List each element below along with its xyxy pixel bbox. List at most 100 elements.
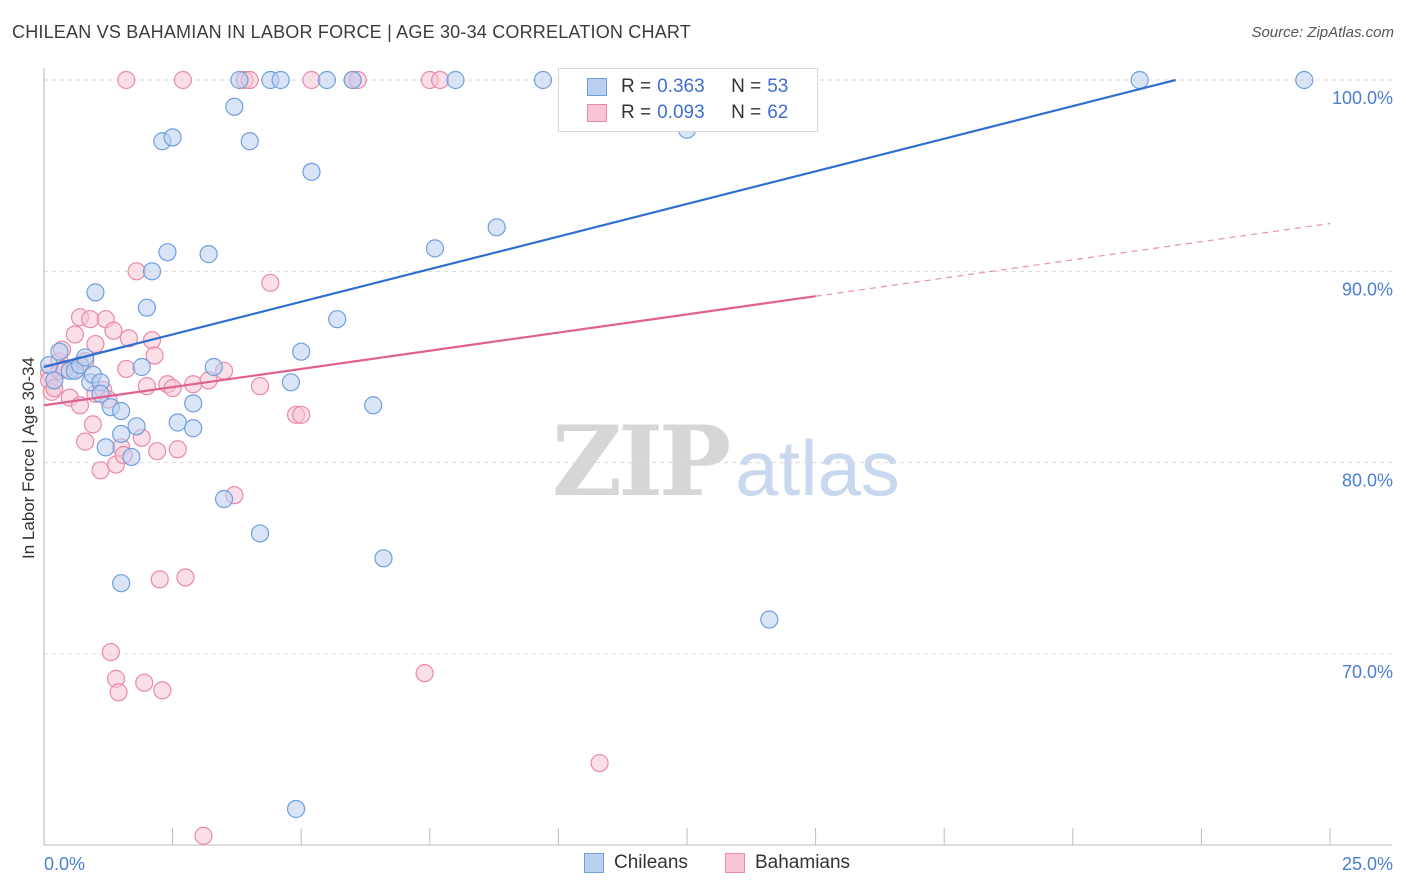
bahamian-point <box>109 683 128 702</box>
bahamian-point <box>91 461 110 480</box>
bahamian-point <box>292 405 311 424</box>
y-tick-label: 90.0% <box>1342 279 1393 299</box>
chilean-point <box>1295 70 1314 90</box>
x-tick-label: 25.0% <box>1342 854 1393 874</box>
chilean-point <box>184 394 203 413</box>
bahamian-point <box>430 70 450 90</box>
bahamian-point <box>119 329 138 348</box>
chilean-point <box>446 70 465 90</box>
bahamian-point <box>83 415 102 434</box>
bahamian-point <box>86 334 105 354</box>
bahamian-point <box>153 681 172 700</box>
chilean-point <box>292 342 311 361</box>
series-legend: Chileans Bahamians <box>0 852 1406 878</box>
chilean-point <box>317 70 337 90</box>
bahamian-point <box>104 321 123 340</box>
chilean-point <box>250 524 270 543</box>
bahamian-point <box>590 753 609 773</box>
legend-swatch-bahamians <box>725 853 745 873</box>
legend-n-label: N = <box>731 76 762 97</box>
chilean-point <box>184 419 203 438</box>
chilean-point <box>374 549 393 568</box>
chilean-point <box>204 357 223 377</box>
chilean-point <box>286 799 306 819</box>
bahamian-point <box>302 70 321 90</box>
chilean-point <box>1130 70 1149 90</box>
chilean-point <box>163 128 182 147</box>
legend-r-value: 0.093 <box>657 102 705 123</box>
chilean-point <box>142 262 162 281</box>
legend-r-value: 0.363 <box>657 76 705 97</box>
chilean-point <box>214 489 234 509</box>
bahamian-point <box>135 673 154 692</box>
grid-lines <box>44 79 1392 655</box>
legend-row-bahamians: R = 0.093 N = 62 <box>587 100 788 126</box>
bahamian-point <box>176 568 195 587</box>
bahamian-point <box>415 664 434 683</box>
legend-r-label: R = <box>621 102 652 123</box>
chilean-point <box>487 218 506 237</box>
bahamian-point <box>194 826 213 845</box>
x-tick-label: 0.0% <box>44 854 85 874</box>
bahamian-point <box>76 432 95 451</box>
chilean-point <box>760 610 779 629</box>
chilean-point <box>302 162 321 181</box>
chilean-point <box>328 310 347 329</box>
bahamian-point <box>101 642 120 662</box>
legend-label-chileans: Chileans <box>614 852 688 873</box>
chilean-point <box>343 70 362 90</box>
y-tick-label: 100.0% <box>1332 88 1393 108</box>
chilean-point <box>122 447 141 467</box>
chilean-point <box>132 357 151 377</box>
chilean-point <box>168 413 187 432</box>
chilean-point <box>96 438 115 457</box>
chilean-point <box>425 239 445 258</box>
bahamian-point <box>145 346 164 365</box>
chilean-point <box>271 70 290 90</box>
chilean-point <box>158 243 177 262</box>
axis-labels: 70.0% 80.0% 90.0% 100.0% 0.0% 25.0% In Labor F… <box>19 88 1393 874</box>
legend-n-label: N = <box>731 102 762 123</box>
bahamian-point <box>127 262 146 281</box>
bahamian-point <box>261 273 280 292</box>
bahamian-point <box>117 70 136 90</box>
bahamian-point <box>65 325 84 344</box>
bahamian-point <box>168 440 187 459</box>
source-label: Source: ZipAtlas.com <box>1251 24 1394 41</box>
correlation-legend: R = 0.363 N = 53 R = 0.093 N = 62 <box>558 68 818 132</box>
chilean-point <box>45 371 64 390</box>
bahamian-point <box>81 310 100 329</box>
legend-item-bahamians[interactable]: Bahamians <box>725 852 850 874</box>
legend-n-value: 62 <box>767 102 789 123</box>
y-tick-label: 80.0% <box>1342 471 1393 491</box>
legend-swatch-chileans <box>587 78 607 96</box>
legend-item-chileans[interactable]: Chileans <box>584 852 688 874</box>
chilean-point <box>240 132 259 151</box>
chilean-point <box>281 373 301 392</box>
y-tick-label: 70.0% <box>1342 662 1393 682</box>
bahamian-point <box>150 570 169 589</box>
bahamians-trend-extension <box>815 222 1331 297</box>
chileans-trend-line <box>43 78 1176 369</box>
axes <box>43 68 1392 846</box>
bahamian-point <box>117 359 136 379</box>
chilean-point <box>127 417 146 436</box>
chilean-point <box>533 70 553 90</box>
legend-label-bahamians: Bahamians <box>755 852 851 873</box>
bahamian-point <box>148 442 167 461</box>
legend-row-chileans: R = 0.363 N = 53 <box>587 74 788 100</box>
chilean-point <box>137 298 156 317</box>
chart-title: CHILEAN VS BAHAMIAN IN LABOR FORCE | AGE… <box>12 22 691 42</box>
chilean-point <box>50 342 69 361</box>
chilean-point <box>112 574 131 593</box>
chilean-point <box>112 401 131 421</box>
chilean-point <box>364 396 383 415</box>
chilean-point <box>225 97 244 116</box>
legend-r-label: R = <box>621 76 652 97</box>
bahamian-point <box>173 70 192 90</box>
chileans-points <box>40 70 1314 819</box>
bahamian-point <box>250 377 270 396</box>
chilean-point <box>230 70 249 90</box>
legend-swatch-chileans <box>584 853 604 873</box>
